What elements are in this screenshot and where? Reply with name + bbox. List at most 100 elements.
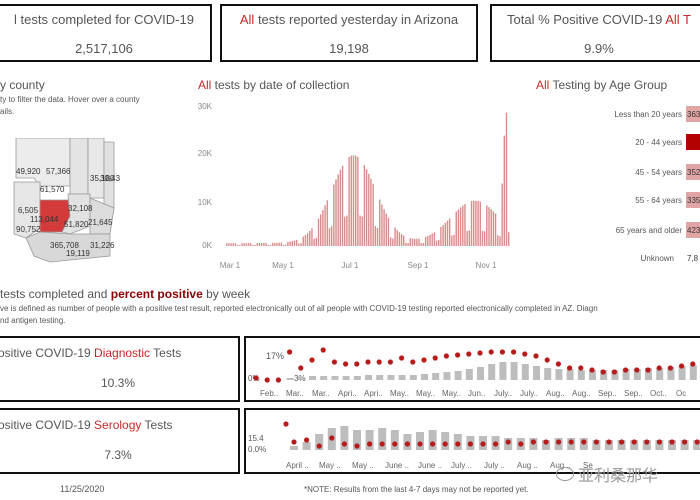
serology-month-label: Aug .. [550, 461, 571, 470]
collection-bar [339, 169, 342, 246]
diagnostic-week-bar [297, 377, 305, 380]
collection-bar [486, 205, 488, 246]
serology-title-b: Tests [141, 418, 173, 432]
diagnostic-week-bar [645, 368, 652, 380]
serology-week-bar [668, 440, 676, 450]
serology-week-dot [329, 435, 335, 441]
diagnostic-month-label: May.. [390, 389, 409, 398]
diagnostic-month-label: Feb.. [260, 389, 278, 398]
county-label-2: 57,366 [46, 167, 71, 176]
county-shape-n2[interactable] [87, 138, 105, 199]
diagnostic-month-label: July.. [520, 389, 538, 398]
diagnostic-week-dot [264, 377, 270, 383]
collection-xtick-nov: Nov 1 [476, 261, 497, 270]
collection-bar [442, 224, 444, 246]
age-group-value: 363 [687, 110, 700, 119]
county-label-4: 30,433 [100, 174, 120, 183]
serology-week-dot [543, 439, 549, 445]
serology-week-dot [518, 441, 524, 447]
collection-bar [350, 155, 353, 246]
county-label-14: 19,119 [66, 249, 90, 258]
collection-bar [372, 183, 374, 246]
county-shape-w[interactable] [13, 181, 41, 239]
collection-bar [226, 243, 228, 246]
weekly-title-a: tests completed [0, 287, 88, 301]
county-instruction-2: ails. [0, 107, 15, 116]
diagnostic-week-dot [667, 365, 673, 371]
collection-bar [451, 235, 453, 246]
collection-bar [392, 238, 394, 246]
collection-bar [265, 243, 267, 246]
age-group-bar [686, 134, 700, 150]
age-group-label: 20 - 44 years [635, 138, 682, 147]
kpi-tests-completed-title: l tests completed for COVID-19 [14, 12, 194, 27]
serology-week-dot [480, 441, 486, 447]
footer-note: *NOTE: Results from the last 4-7 days ma… [304, 485, 529, 494]
collection-bar [494, 213, 497, 246]
collection-bar [475, 200, 477, 246]
kpi-positive-title: Total % Positive COVID-19 [507, 12, 666, 27]
collection-xtick-may: May 1 [272, 261, 294, 270]
diagnostic-week-dot [421, 357, 427, 363]
diagnostic-week-dot [645, 367, 651, 373]
collection-bar [304, 235, 307, 246]
collection-bar [468, 230, 471, 246]
diagnostic-week-dot [365, 359, 371, 365]
watermark-text: 亚利桑那华 [578, 466, 659, 485]
diagnostic-week-bar [656, 368, 664, 380]
diagnostic-week-bar [477, 367, 484, 380]
collection-bar [317, 218, 320, 246]
collection-bar [357, 156, 359, 246]
serology-week-dot [354, 443, 360, 449]
county-label-10: 21,645 [88, 218, 113, 227]
collection-bar [239, 245, 241, 246]
diagnostic-week-dot [275, 377, 281, 383]
collection-bar [254, 244, 256, 246]
collection-bar [302, 236, 304, 246]
serology-pct-low: 0.0% [248, 445, 266, 454]
collection-bar [365, 169, 368, 246]
diagnostic-week-dot [511, 349, 517, 355]
diagnostic-week-dot [376, 359, 382, 365]
diagnostic-week-dot [477, 350, 483, 356]
weekly-title-c: percent positive [110, 287, 203, 301]
serology-month-label: April .. [286, 461, 309, 470]
serology-month-label: June .. [385, 461, 409, 470]
collection-bar [300, 243, 302, 246]
serology-week-dot [417, 441, 423, 447]
county-label-7: 32,108 [68, 204, 93, 213]
county-shape-s[interactable] [25, 231, 111, 263]
diagnostic-month-label: May.. [442, 389, 461, 398]
collection-bar [326, 200, 328, 246]
collection-bar [322, 209, 324, 246]
serology-month-label: July .. [484, 461, 505, 470]
serology-week-bar [592, 440, 601, 450]
age-title-text: Testing by Age Group [549, 78, 668, 92]
diagnostic-week-bar [633, 369, 641, 380]
serology-week-bar [390, 430, 399, 450]
serology-week-bar [353, 430, 361, 450]
collection-bar [438, 240, 440, 246]
collection-bar [363, 165, 366, 246]
age-group-value: 7,8 [687, 254, 699, 263]
collection-bar [418, 238, 420, 246]
county-shape-nw[interactable] [15, 138, 71, 187]
county-label-9: 51,820 [64, 220, 89, 229]
diagnostic-month-label: Sep.. [598, 389, 617, 398]
serology-week-dot [392, 441, 398, 447]
diagnostic-pct-top: 17% [266, 351, 284, 361]
collection-bar [348, 157, 350, 246]
diagnostic-month-label: May.. [416, 389, 435, 398]
county-shape-n1[interactable] [69, 138, 89, 195]
collection-bar [387, 217, 390, 246]
collection-bar [374, 226, 377, 246]
collection-bar [481, 230, 484, 246]
collection-ytick-30k: 30K [198, 102, 213, 111]
collection-bar [420, 243, 422, 246]
county-label-8: 113,044 [30, 215, 59, 224]
diagnostic-panel: ositive COVID-19 Diagnostic Tests 10.3% [0, 336, 240, 402]
collection-bar [285, 244, 287, 246]
age-group-label: 55 - 64 years [635, 196, 682, 205]
collection-ytick-0k: 0K [202, 241, 212, 250]
arizona-county-map[interactable]: 49,920 57,366 35,180 30,433 61,570 6,505… [10, 138, 120, 268]
